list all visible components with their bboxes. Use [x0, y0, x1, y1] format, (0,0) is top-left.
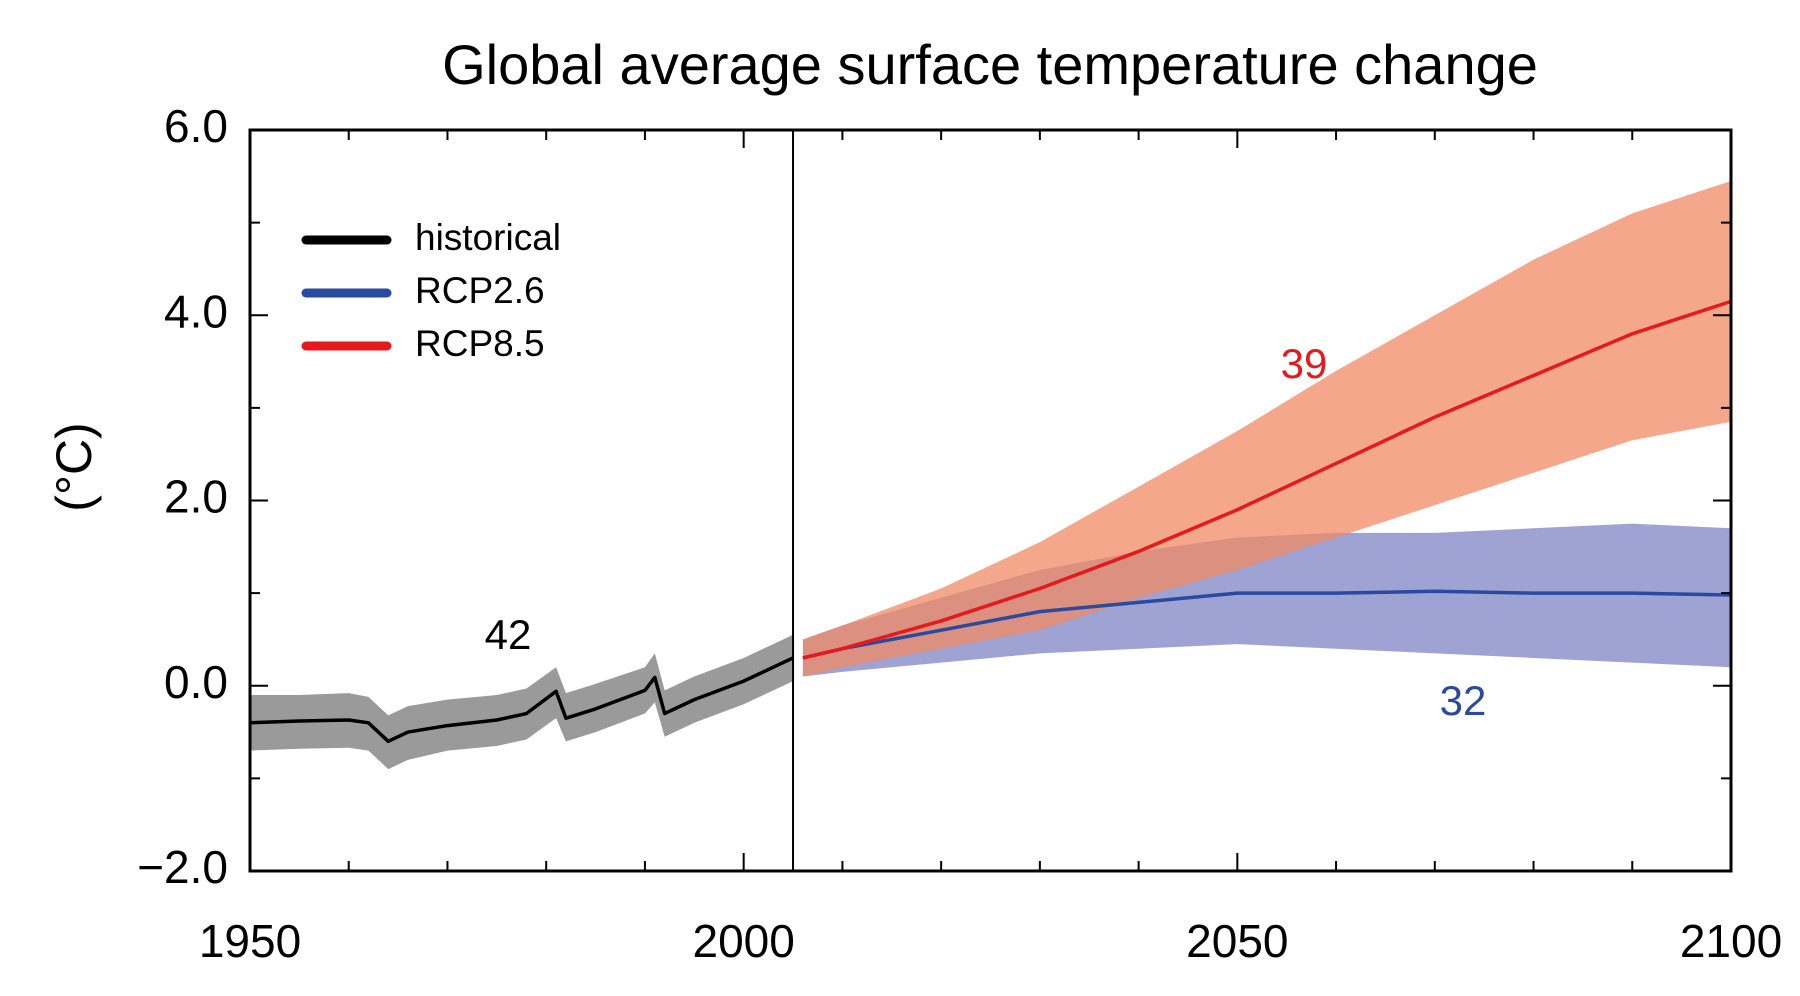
- x-tick-label: 2050: [1186, 915, 1288, 967]
- x-tick-label: 1950: [199, 915, 301, 967]
- annotation: 42: [485, 611, 532, 658]
- y-axis-label: (°C): [46, 422, 102, 511]
- series-line: [802, 589, 1732, 660]
- legend-label: RCP8.5: [415, 323, 545, 364]
- legend-label: RCP2.6: [415, 270, 545, 311]
- uncertainty-band: [802, 523, 1731, 677]
- y-tick-label: 0.0: [164, 656, 228, 708]
- x-tick-label: 2100: [1680, 915, 1782, 967]
- y-tick-label: −2.0: [137, 841, 228, 893]
- uncertainty-band: [250, 634, 794, 770]
- annotation: 39: [1281, 340, 1328, 387]
- y-tick-label: 4.0: [164, 285, 228, 337]
- y-tick-label: 2.0: [164, 471, 228, 523]
- annotation: 32: [1440, 677, 1487, 724]
- chart-title: Global average surface temperature chang…: [442, 33, 1538, 96]
- series-line: [802, 299, 1732, 660]
- uncertainty-band: [802, 180, 1731, 677]
- y-tick-label: 6.0: [164, 100, 228, 152]
- legend-label: historical: [415, 217, 561, 258]
- x-tick-label: 2000: [692, 915, 794, 967]
- series-line: [249, 656, 794, 744]
